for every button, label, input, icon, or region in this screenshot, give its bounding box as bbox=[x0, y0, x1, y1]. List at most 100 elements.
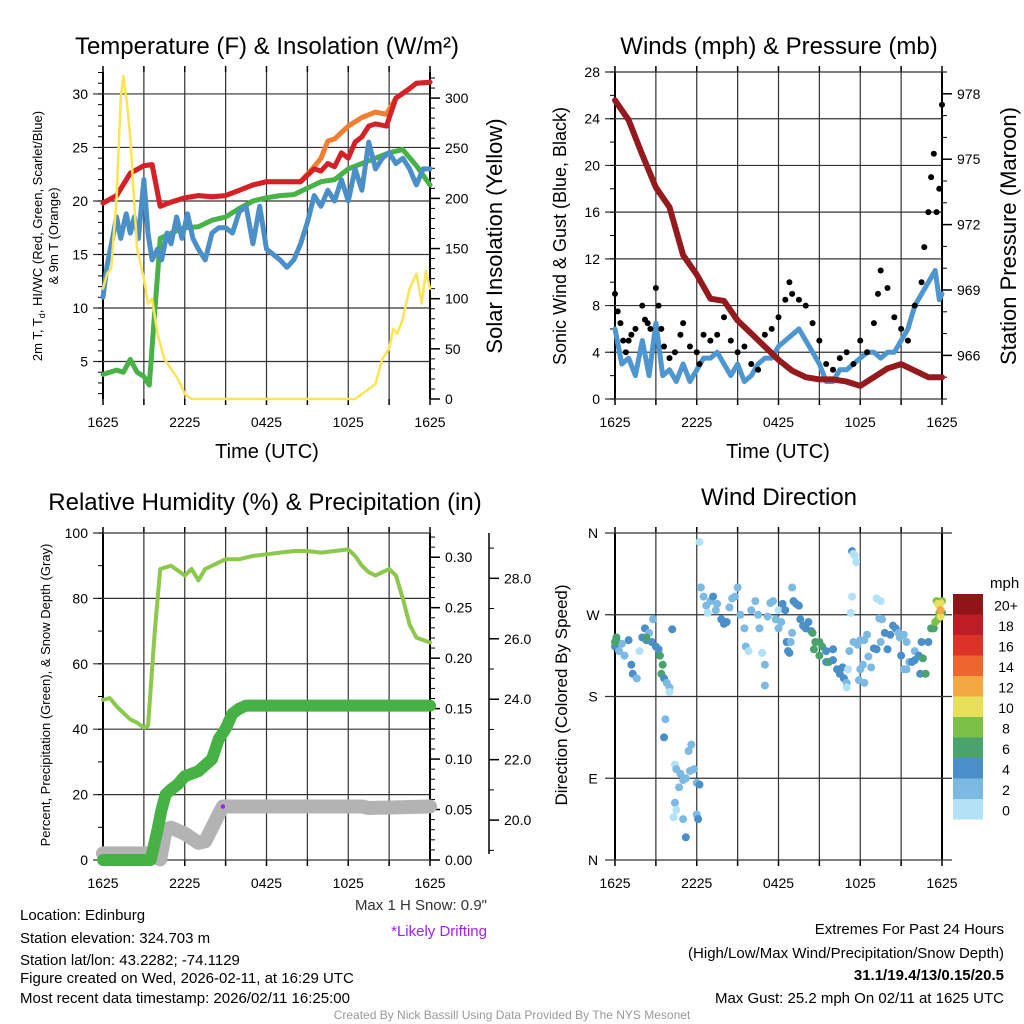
wind-direction-point bbox=[654, 645, 663, 654]
y-tick-label: 15 bbox=[72, 246, 88, 262]
gust-point bbox=[775, 314, 782, 321]
x-tick-label: 1625 bbox=[926, 414, 957, 430]
rh-title: Relative Humidity (%) & Precipitation (i… bbox=[48, 489, 481, 516]
temp-ylabel: 2m T, Td, HI/WC (Red, Green, Scarlet/Blu… bbox=[30, 111, 47, 361]
wind-direction-point bbox=[676, 769, 685, 778]
wind-direction-point bbox=[699, 592, 708, 601]
y-tick-label: 60 bbox=[72, 656, 88, 672]
wind-direction-point bbox=[687, 740, 696, 749]
gust-point bbox=[850, 360, 857, 367]
wind-direction-point bbox=[665, 687, 674, 696]
wind-direction-point bbox=[924, 638, 933, 646]
wind-direction-point bbox=[670, 798, 679, 807]
panel-winds: 1625 2225 0425 1025 1625 0 4 8 12 16 20 24 28 966 969 9… bbox=[584, 64, 980, 430]
temp-xlabel: Time (UTC) bbox=[215, 441, 319, 463]
x-tick-label: 1625 bbox=[599, 875, 630, 891]
precip-tick-label: 0.05 bbox=[445, 802, 472, 818]
solar-ylabel: Solar Insolation (Yellow) bbox=[482, 118, 507, 353]
gust-point bbox=[625, 337, 632, 344]
wind-direction-point bbox=[615, 647, 624, 656]
y-tick-label: 16 bbox=[584, 204, 600, 220]
wind-direction-point bbox=[829, 656, 837, 665]
wind-direction-point bbox=[733, 583, 742, 592]
wind-direction-point bbox=[876, 597, 885, 606]
credit: Created By Nick Bassill Using Data Provi… bbox=[334, 1008, 691, 1022]
wind-direction-point bbox=[867, 663, 876, 672]
wind-direction-point bbox=[722, 618, 731, 627]
x-tick-label: 1025 bbox=[845, 875, 876, 891]
gust-point bbox=[748, 360, 755, 367]
colorbar-label: 10 bbox=[998, 700, 1014, 716]
wind-direction-point bbox=[842, 683, 851, 692]
series-station-pressure bbox=[612, 97, 945, 389]
pressure-tick-label: 972 bbox=[957, 217, 981, 233]
colorbar-label: 2 bbox=[1002, 782, 1010, 798]
precip-tick-label: 0.25 bbox=[445, 600, 472, 616]
gust-point bbox=[761, 331, 768, 338]
solar-tick-label: 250 bbox=[445, 140, 469, 156]
gust-point bbox=[925, 209, 932, 216]
colorbar-swatch bbox=[953, 717, 983, 738]
gust-point bbox=[644, 320, 651, 327]
snow-depth-tick-label: 20.0 bbox=[504, 812, 531, 828]
wind-direction-point bbox=[872, 645, 881, 654]
gust-point bbox=[918, 279, 925, 286]
y-tick-label: 20 bbox=[72, 193, 88, 209]
gust-point bbox=[786, 279, 793, 286]
solar-tick-label: 300 bbox=[445, 90, 469, 106]
wind-direction-point bbox=[796, 615, 805, 624]
wind-direction-point bbox=[852, 558, 861, 567]
panel-humidity: 1625 2225 0425 1025 1625 0 20 40 60 80 100 0.00 0.05… bbox=[65, 525, 532, 891]
wind-direction-point bbox=[788, 628, 797, 637]
gust-point bbox=[795, 296, 802, 303]
winds-title: Winds (mph) & Pressure (mb) bbox=[620, 33, 937, 60]
wind-direction-point bbox=[829, 645, 837, 654]
gust-point bbox=[727, 337, 734, 344]
wind-direction-point bbox=[713, 599, 722, 608]
precip-tick-label: 0.10 bbox=[445, 751, 472, 767]
colorbar-swatch bbox=[953, 655, 983, 676]
snow-depth-tick-label: 24.0 bbox=[504, 691, 531, 707]
series-relative-humidity bbox=[101, 547, 432, 730]
x-tick-label: 0425 bbox=[763, 875, 794, 891]
wind-direction-point bbox=[933, 599, 942, 608]
solar-tick-label: 0 bbox=[445, 391, 453, 407]
pressure-tick-label: 978 bbox=[957, 86, 981, 102]
wind-direction-point bbox=[668, 625, 677, 634]
colorbar-swatch bbox=[953, 594, 983, 615]
y-tick-label: 25 bbox=[72, 139, 88, 155]
wind-direction-point bbox=[642, 633, 651, 642]
max-gust: Max Gust: 25.2 mph On 02/11 at 1625 UTC bbox=[715, 990, 1004, 1007]
extremes-subtitle: (High/Low/Max Wind/Precipitation/Snow De… bbox=[688, 945, 1004, 962]
snow-depth-tick-label: 22.0 bbox=[504, 752, 531, 768]
gust-point bbox=[843, 349, 850, 356]
y-tick-label: 20 bbox=[72, 787, 88, 803]
snow-depth-tick-label: 28.0 bbox=[504, 570, 531, 586]
x-tick-label: 2225 bbox=[681, 875, 712, 891]
series-precipitation bbox=[97, 699, 436, 866]
wind-direction-point bbox=[632, 674, 641, 683]
wind-direction-point bbox=[760, 660, 769, 669]
wind-direction-point bbox=[655, 651, 664, 660]
precip-tick-label: 0.00 bbox=[445, 852, 472, 868]
pressure-tick-label: 969 bbox=[957, 282, 981, 298]
wind-direction-point bbox=[660, 733, 669, 742]
wind-direction-point bbox=[936, 606, 945, 615]
gust-point bbox=[930, 150, 937, 157]
wind-direction-point bbox=[758, 648, 767, 657]
wind-direction-point bbox=[635, 647, 644, 656]
gust-point bbox=[652, 285, 659, 292]
info-location: Location: Edinburg bbox=[20, 907, 145, 924]
info-created: Figure created on Wed, 2026-02-11, at 16… bbox=[20, 970, 354, 987]
gust-point bbox=[921, 244, 928, 251]
gust-point bbox=[741, 343, 748, 350]
wind-direction-ylabel: Direction (Colored By Speed) bbox=[552, 584, 571, 805]
wind-direction-point bbox=[809, 645, 818, 654]
x-tick-label: 1625 bbox=[87, 414, 118, 430]
gust-point bbox=[617, 320, 624, 327]
wind-direction-point bbox=[620, 651, 629, 660]
gust-point bbox=[614, 308, 621, 315]
wind-direction-point bbox=[684, 747, 693, 755]
y-tick-label: 12 bbox=[584, 251, 600, 267]
precip-tick-label: 0.30 bbox=[445, 549, 472, 565]
